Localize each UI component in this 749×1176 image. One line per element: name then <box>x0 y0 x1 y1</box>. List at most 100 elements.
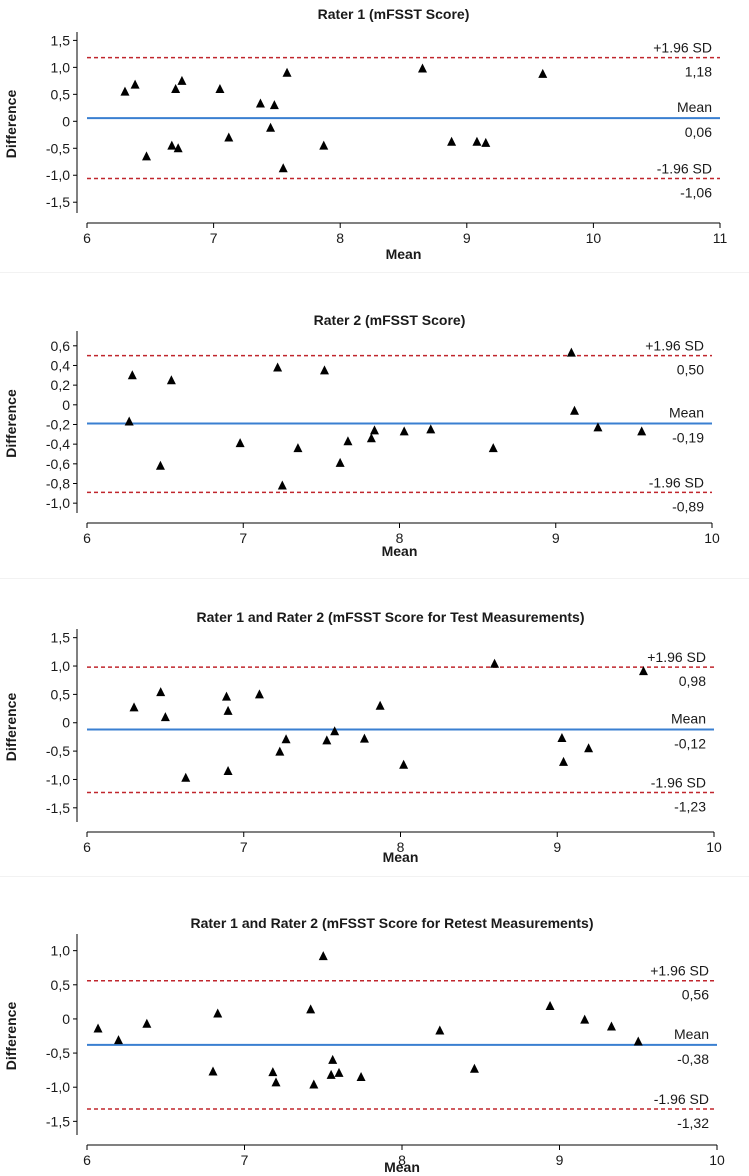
data-point-marker <box>399 759 409 769</box>
y-tick-label: 1,0 <box>51 658 71 674</box>
y-tick-label: -1,5 <box>46 194 70 210</box>
mean-caption: Mean <box>677 99 712 115</box>
data-point-marker <box>334 1067 344 1077</box>
y-tick-label: 0 <box>62 397 70 413</box>
x-tick-label: 9 <box>463 230 471 246</box>
data-point-marker <box>93 1023 103 1033</box>
data-point-marker <box>319 140 329 150</box>
data-point-marker <box>366 433 376 443</box>
lower-loa-value: -0,89 <box>672 498 704 514</box>
data-point-marker <box>545 1000 555 1010</box>
upper-loa-caption: +1.96 SD <box>647 649 706 665</box>
x-tick-label: 7 <box>210 230 218 246</box>
data-point-marker <box>269 100 279 110</box>
upper-loa-caption: +1.96 SD <box>650 963 709 979</box>
lower-loa-caption: -1.96 SD <box>657 160 712 176</box>
mean-value: -0,19 <box>672 430 704 446</box>
x-tick-label: 7 <box>239 530 247 546</box>
data-point-marker <box>637 426 647 436</box>
data-point-marker <box>222 691 232 701</box>
chart-panel-2: Rater 2 (mFSST Score) 0,6 0,4 0,2 0 -0,2 -0,4 -… <box>3 312 720 559</box>
y-tick-label: -1,0 <box>46 167 70 183</box>
y-tick-label: -1,5 <box>46 1113 70 1129</box>
data-point-marker <box>593 422 603 432</box>
data-point-marker <box>293 443 303 453</box>
x-tick-label: 8 <box>396 530 404 546</box>
chart-panel-1: Rater 1 (mFSST Score) 1,5 1,0 0,5 0 -0,5 -1,0 -… <box>3 6 727 262</box>
data-point-marker <box>472 136 482 146</box>
x-tick-label: 6 <box>83 1152 91 1168</box>
x-tick-label: 9 <box>552 530 560 546</box>
lower-loa-value: -1,23 <box>674 799 706 815</box>
data-point-marker <box>326 1069 336 1079</box>
upper-loa-value: 0,50 <box>677 362 704 378</box>
data-point-marker <box>370 425 379 435</box>
data-point-marker <box>254 689 264 699</box>
data-point-marker <box>633 1036 643 1046</box>
data-point-marker <box>142 1018 152 1028</box>
data-point-marker <box>167 140 177 150</box>
x-axis-label: Mean <box>384 1159 420 1175</box>
y-axis-label: Difference <box>3 389 19 458</box>
mean-value: -0,12 <box>674 736 706 752</box>
data-point-marker <box>306 1004 316 1014</box>
y-tick-label: -1,0 <box>46 495 70 511</box>
data-point-marker <box>266 122 276 132</box>
data-point-marker <box>570 405 579 415</box>
lower-loa-caption: -1.96 SD <box>649 474 704 490</box>
x-tick-label: 6 <box>83 839 91 855</box>
data-point-marker <box>181 772 191 782</box>
data-point-marker <box>606 1021 616 1031</box>
data-point-marker <box>426 424 436 434</box>
data-point-marker <box>166 375 176 385</box>
data-point-marker <box>173 143 183 153</box>
data-point-marker <box>557 733 567 743</box>
chart-title: Rater 2 (mFSST Score) <box>314 312 466 328</box>
data-point-marker <box>343 436 353 446</box>
data-point-marker <box>235 438 245 448</box>
x-axis-label: Mean <box>383 849 419 865</box>
y-tick-label: -1,5 <box>46 800 70 816</box>
y-tick-label: -0,5 <box>46 743 70 759</box>
data-point-marker <box>566 347 576 357</box>
data-point-marker <box>114 1035 123 1045</box>
data-point-marker <box>322 735 332 745</box>
data-point-marker <box>282 67 292 77</box>
data-point-marker <box>584 743 594 753</box>
x-tick-label: 7 <box>240 839 248 855</box>
data-point-marker <box>268 1067 278 1077</box>
data-point-marker <box>356 1071 366 1081</box>
lower-loa-caption: -1.96 SD <box>654 1091 709 1107</box>
data-point-marker <box>580 1014 590 1024</box>
data-point-marker <box>318 951 328 961</box>
panel-separator <box>0 578 749 579</box>
chart-title: Rater 1 and Rater 2 (mFSST Score for Ret… <box>190 915 593 931</box>
x-tick-label: 8 <box>336 230 344 246</box>
panel-separator <box>0 876 749 877</box>
x-tick-label: 11 <box>713 230 728 246</box>
data-point-marker <box>127 370 137 380</box>
data-point-marker <box>559 756 569 766</box>
upper-loa-caption: +1.96 SD <box>653 40 712 56</box>
y-tick-label: -0,8 <box>46 475 70 491</box>
x-tick-label: 8 <box>397 839 405 855</box>
data-point-marker <box>435 1025 445 1035</box>
x-tick-label: 7 <box>241 1152 249 1168</box>
data-point-marker <box>224 132 234 142</box>
y-tick-label: 0 <box>62 715 70 731</box>
mean-caption: Mean <box>669 405 704 421</box>
y-tick-label: 0 <box>62 113 70 129</box>
lower-loa-caption: -1.96 SD <box>651 775 706 791</box>
y-axis-label: Difference <box>3 693 19 762</box>
data-point-marker <box>255 98 265 108</box>
data-point-marker <box>213 1008 223 1018</box>
data-point-marker <box>309 1079 319 1089</box>
data-point-marker <box>488 443 498 453</box>
panel-separator <box>0 272 749 273</box>
y-tick-label: -1,0 <box>46 771 70 787</box>
upper-loa-value: 0,98 <box>679 673 706 689</box>
data-point-marker <box>417 63 427 73</box>
chart-title: Rater 1 (mFSST Score) <box>318 6 470 22</box>
data-point-marker <box>278 163 288 173</box>
upper-loa-value: 0,56 <box>682 987 709 1003</box>
